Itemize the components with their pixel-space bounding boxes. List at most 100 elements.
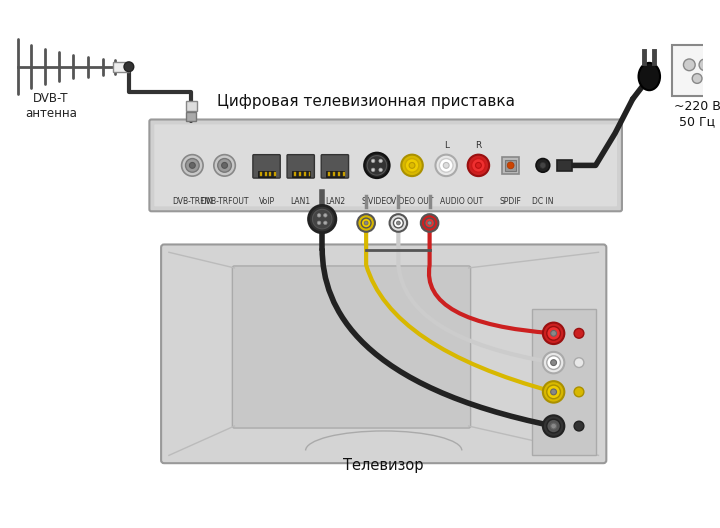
Circle shape: [181, 155, 203, 176]
FancyBboxPatch shape: [253, 155, 280, 178]
Circle shape: [379, 168, 382, 172]
Circle shape: [397, 221, 400, 225]
Circle shape: [543, 416, 564, 437]
Bar: [532, 309, 595, 455]
Bar: [294, 172, 296, 176]
Text: LAN1: LAN1: [291, 196, 311, 205]
Text: DVB-TRFIN: DVB-TRFIN: [172, 196, 212, 205]
Circle shape: [472, 158, 485, 172]
Circle shape: [468, 155, 489, 176]
Text: DVB-TRFOUT: DVB-TRFOUT: [200, 196, 249, 205]
Circle shape: [420, 214, 438, 232]
Circle shape: [318, 221, 321, 224]
Text: L: L: [444, 141, 449, 150]
Bar: [338, 172, 340, 176]
Bar: [260, 172, 261, 176]
Circle shape: [546, 385, 560, 399]
Circle shape: [551, 423, 557, 429]
Circle shape: [475, 163, 482, 168]
Bar: [304, 172, 305, 176]
Circle shape: [312, 209, 332, 229]
Circle shape: [323, 214, 327, 217]
Circle shape: [372, 159, 375, 163]
FancyBboxPatch shape: [161, 244, 606, 463]
Text: VoIP: VoIP: [258, 196, 274, 205]
Circle shape: [318, 214, 321, 217]
Circle shape: [186, 158, 199, 172]
Text: ~220 В
50 Гц: ~220 В 50 Гц: [674, 100, 720, 128]
Circle shape: [439, 158, 453, 172]
Circle shape: [543, 323, 564, 344]
Circle shape: [436, 155, 457, 176]
Bar: [672, 45, 720, 96]
Circle shape: [409, 163, 415, 168]
Circle shape: [543, 381, 564, 403]
Bar: [328, 172, 330, 176]
Circle shape: [692, 73, 702, 83]
Text: DC IN: DC IN: [532, 196, 554, 205]
Circle shape: [309, 205, 336, 233]
Text: LAN2: LAN2: [325, 196, 345, 205]
Circle shape: [323, 221, 327, 224]
Bar: [505, 159, 516, 171]
Circle shape: [540, 163, 546, 168]
Circle shape: [361, 218, 371, 228]
Circle shape: [357, 214, 375, 232]
FancyBboxPatch shape: [149, 119, 622, 211]
Bar: [186, 101, 197, 111]
Circle shape: [390, 214, 407, 232]
Text: AUDIO OUT: AUDIO OUT: [440, 196, 483, 205]
Circle shape: [214, 155, 235, 176]
Circle shape: [551, 389, 557, 395]
Bar: [274, 172, 276, 176]
Circle shape: [444, 163, 449, 168]
Circle shape: [425, 218, 434, 228]
Circle shape: [551, 360, 557, 365]
Text: DVB-T
антенна: DVB-T антенна: [24, 92, 77, 120]
Circle shape: [546, 419, 560, 433]
Circle shape: [367, 156, 387, 175]
Bar: [186, 112, 197, 121]
Bar: [326, 171, 343, 177]
Bar: [343, 172, 345, 176]
Circle shape: [683, 59, 696, 71]
Text: R: R: [475, 141, 482, 150]
FancyBboxPatch shape: [321, 155, 348, 178]
Circle shape: [546, 326, 560, 340]
Bar: [292, 171, 310, 177]
Circle shape: [124, 62, 134, 72]
Circle shape: [401, 155, 423, 176]
Bar: [333, 172, 335, 176]
Text: SPDIF: SPDIF: [500, 196, 521, 205]
Circle shape: [574, 328, 584, 338]
Circle shape: [189, 163, 195, 168]
FancyBboxPatch shape: [287, 155, 315, 178]
Circle shape: [574, 421, 584, 431]
Circle shape: [217, 158, 231, 172]
Circle shape: [364, 153, 390, 178]
Bar: [309, 172, 310, 176]
Circle shape: [379, 159, 382, 163]
Bar: [269, 172, 271, 176]
Text: VIDEO OUT: VIDEO OUT: [391, 196, 433, 205]
Circle shape: [536, 158, 549, 172]
Bar: [502, 157, 519, 174]
Bar: [258, 171, 275, 177]
Circle shape: [428, 221, 431, 225]
Circle shape: [574, 387, 584, 397]
Ellipse shape: [639, 63, 660, 90]
Circle shape: [222, 163, 228, 168]
Circle shape: [551, 331, 557, 336]
Bar: [557, 159, 572, 171]
Circle shape: [543, 352, 564, 373]
Circle shape: [546, 356, 560, 370]
Circle shape: [372, 168, 375, 172]
Circle shape: [393, 218, 403, 228]
Bar: [113, 62, 129, 72]
Bar: [264, 172, 266, 176]
Text: Цифровая телевизионная приставка: Цифровая телевизионная приставка: [217, 94, 515, 109]
Circle shape: [364, 221, 368, 225]
Bar: [299, 172, 301, 176]
Text: Телевизор: Телевизор: [343, 458, 424, 473]
Text: S-VIDEO: S-VIDEO: [361, 196, 392, 205]
